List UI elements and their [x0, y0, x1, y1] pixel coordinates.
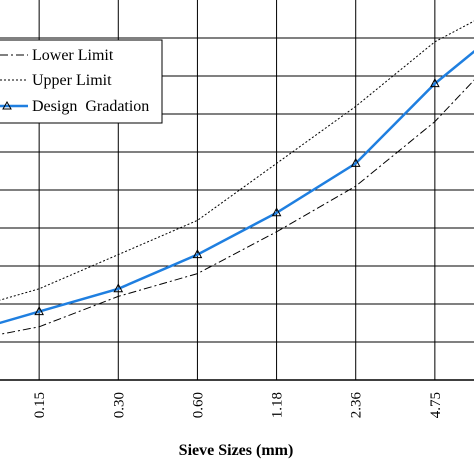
data-point-design-gradation [113, 283, 124, 293]
x-tick-label: 2.36 [349, 392, 365, 419]
legend: Lower Limit Upper Limit Design Gradation [0, 39, 163, 124]
series-line-design-gradation [0, 50, 474, 325]
x-tick-label: 0.30 [111, 392, 127, 418]
legend-marker-triangle-icon [2, 100, 12, 110]
data-point-design-gradation [271, 207, 282, 217]
x-tick-label: 4.75 [428, 392, 444, 418]
data-point-design-gradation [350, 157, 361, 167]
legend-label-upper-limit: Upper Limit [32, 72, 112, 89]
series-line-upper-limit [0, 20, 474, 301]
data-point-design-gradation [192, 249, 203, 259]
series-layer [0, 20, 474, 335]
legend-label-lower-limit: Lower Limit [32, 47, 114, 64]
x-tick-label: 1.18 [270, 392, 286, 418]
data-point-design-gradation [34, 306, 44, 316]
legend-box [0, 39, 163, 124]
legend-label-design-gradation: Design Gradation [32, 98, 149, 115]
x-axis-title: Sieve Sizes (mm) [179, 442, 294, 459]
x-tick-label: 0.60 [190, 392, 206, 418]
series-line-lower-limit [0, 79, 474, 335]
x-tick-labels: 0.15 0.30 0.60 1.18 2.36 4.75 [32, 392, 444, 419]
x-tick-label: 0.15 [32, 392, 48, 418]
data-point-design-gradation [430, 78, 440, 88]
